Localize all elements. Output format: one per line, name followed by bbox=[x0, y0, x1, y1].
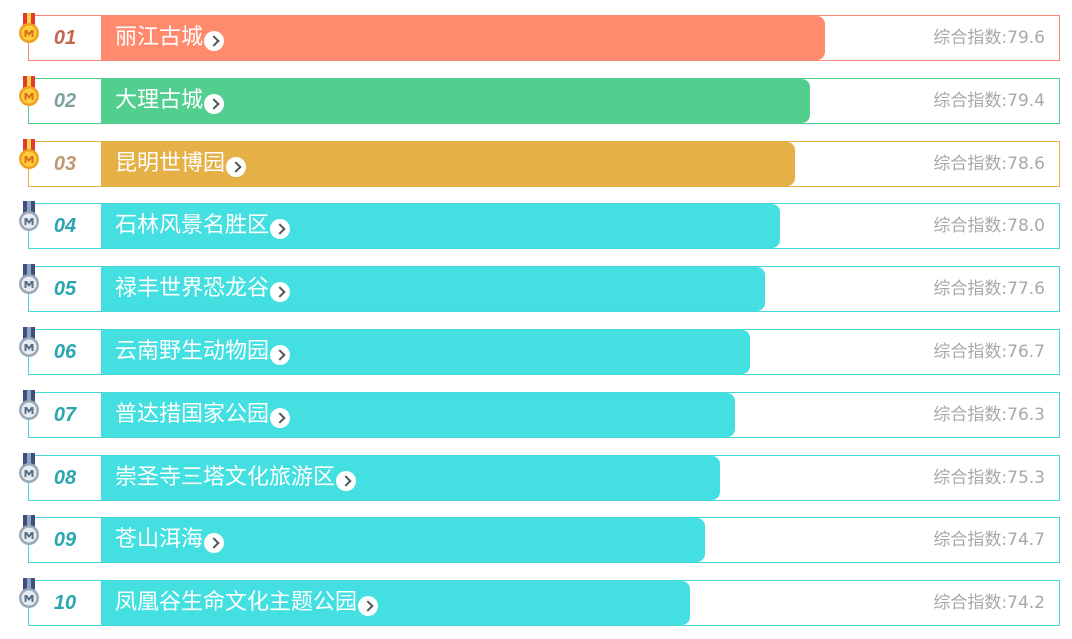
score-text: 综合指数:78.0 bbox=[933, 204, 1045, 248]
attraction-name-link[interactable]: 石林风景名胜区 bbox=[115, 204, 291, 248]
score-label: 综合指数: bbox=[933, 467, 1008, 488]
score-bar bbox=[101, 330, 750, 374]
attraction-name: 石林风景名胜区 bbox=[115, 213, 270, 239]
score-label: 综合指数: bbox=[933, 216, 1008, 237]
score-value: 76.3 bbox=[1007, 404, 1045, 425]
rank-number: 08 bbox=[53, 466, 77, 489]
score-text: 综合指数:74.7 bbox=[933, 518, 1045, 562]
score-text: 综合指数:76.3 bbox=[933, 393, 1045, 437]
ranking-row[interactable]: 06 云南野生动物园 综合指数:76.7 bbox=[19, 327, 1060, 375]
score-label: 综合指数: bbox=[933, 90, 1008, 111]
score-value: 76.7 bbox=[1007, 342, 1045, 362]
score-text: 综合指数:77.6 bbox=[933, 267, 1045, 311]
medal-icon bbox=[17, 75, 41, 108]
medal-icon bbox=[17, 515, 41, 547]
score-value: 79.6 bbox=[1007, 28, 1045, 48]
attraction-name-link[interactable]: 禄丰世界恐龙谷 bbox=[115, 267, 291, 311]
score-label: 综合指数: bbox=[933, 279, 1008, 300]
rank-number: 01 bbox=[53, 27, 77, 49]
attraction-name-link[interactable]: 大理古城 bbox=[115, 79, 225, 123]
chevron-right-icon[interactable] bbox=[270, 345, 291, 365]
rank-number: 02 bbox=[53, 89, 77, 112]
rank-number: 06 bbox=[53, 341, 77, 363]
ranking-row[interactable]: 01 丽江古城 综合指数:79.6 bbox=[19, 13, 1060, 61]
attraction-name-link[interactable]: 丽江古城 bbox=[115, 16, 225, 60]
attraction-name: 普达措国家公园 bbox=[115, 401, 270, 427]
chevron-right-icon[interactable] bbox=[204, 31, 225, 51]
chevron-right-icon[interactable] bbox=[204, 533, 225, 554]
attraction-name: 云南野生动物园 bbox=[115, 339, 270, 364]
medal-icon bbox=[17, 138, 41, 171]
score-bar bbox=[101, 392, 735, 437]
score-value: 78.6 bbox=[1007, 153, 1045, 174]
medal-icon bbox=[17, 389, 41, 422]
chevron-right-icon[interactable] bbox=[270, 219, 291, 240]
medal-icon bbox=[17, 13, 41, 45]
attraction-name: 苍山洱海 bbox=[115, 527, 204, 553]
score-value: 74.2 bbox=[1007, 593, 1045, 614]
rank-number: 04 bbox=[53, 215, 77, 238]
rank-number: 05 bbox=[53, 278, 77, 301]
attraction-name-link[interactable]: 云南野生动物园 bbox=[115, 330, 291, 374]
ranking-row[interactable]: 07 普达措国家公园 综合指数:76.3 bbox=[19, 389, 1060, 438]
score-text: 综合指数:75.3 bbox=[933, 456, 1045, 500]
score-label: 综合指数: bbox=[933, 28, 1008, 48]
attraction-name: 昆明世博园 bbox=[115, 150, 226, 176]
chevron-right-icon[interactable] bbox=[226, 156, 247, 177]
ranking-row[interactable]: 02 大理古城 综合指数:79.4 bbox=[19, 75, 1060, 124]
chevron-right-icon[interactable] bbox=[270, 282, 291, 303]
score-value: 79.4 bbox=[1007, 90, 1045, 111]
score-label: 综合指数: bbox=[933, 530, 1008, 551]
chevron-right-icon[interactable] bbox=[336, 470, 357, 491]
score-label: 综合指数: bbox=[933, 593, 1008, 614]
score-bar bbox=[101, 518, 705, 563]
ranking-row[interactable]: 05 禄丰世界恐龙谷 综合指数:77.6 bbox=[19, 264, 1060, 313]
attraction-name: 崇圣寺三塔文化旅游区 bbox=[115, 464, 336, 490]
rank-number: 07 bbox=[53, 403, 77, 426]
attraction-name: 禄丰世界恐龙谷 bbox=[115, 276, 270, 302]
medal-icon bbox=[17, 452, 41, 485]
chevron-right-icon[interactable] bbox=[270, 407, 291, 428]
medal-icon bbox=[17, 327, 41, 359]
rank-number: 10 bbox=[53, 592, 77, 615]
rank-number: 03 bbox=[53, 152, 77, 175]
score-value: 77.6 bbox=[1007, 279, 1045, 300]
score-value: 74.7 bbox=[1007, 530, 1045, 551]
score-value: 75.3 bbox=[1007, 467, 1045, 488]
score-text: 综合指数:76.7 bbox=[933, 330, 1045, 374]
attraction-name-link[interactable]: 昆明世博园 bbox=[115, 142, 247, 186]
medal-icon bbox=[17, 578, 41, 610]
score-label: 综合指数: bbox=[933, 153, 1008, 174]
score-label: 综合指数: bbox=[933, 342, 1008, 362]
attraction-name: 凤凰谷生命文化主题公园 bbox=[115, 590, 358, 616]
score-text: 综合指数:74.2 bbox=[933, 581, 1045, 625]
rank-number: 09 bbox=[53, 529, 77, 552]
score-text: 综合指数:78.6 bbox=[933, 142, 1045, 186]
attraction-name: 大理古城 bbox=[115, 87, 204, 113]
attraction-name: 丽江古城 bbox=[115, 25, 204, 50]
attraction-name-link[interactable]: 崇圣寺三塔文化旅游区 bbox=[115, 456, 357, 500]
attraction-name-link[interactable]: 凤凰谷生命文化主题公园 bbox=[115, 581, 379, 625]
attraction-name-link[interactable]: 苍山洱海 bbox=[115, 518, 225, 562]
score-bar bbox=[101, 455, 720, 500]
medal-icon bbox=[17, 201, 41, 233]
ranking-row[interactable]: 09 苍山洱海 综合指数:74.7 bbox=[19, 515, 1060, 564]
score-bar bbox=[101, 581, 690, 626]
chevron-right-icon[interactable] bbox=[204, 93, 225, 114]
score-value: 78.0 bbox=[1007, 216, 1045, 237]
score-label: 综合指数: bbox=[933, 404, 1008, 425]
score-bar bbox=[101, 267, 765, 312]
score-bar bbox=[101, 204, 780, 249]
ranking-row[interactable]: 03 昆明世博园 综合指数:78.6 bbox=[19, 138, 1060, 187]
score-text: 综合指数:79.6 bbox=[933, 16, 1045, 60]
medal-icon bbox=[17, 264, 41, 296]
ranking-row[interactable]: 08 崇圣寺三塔文化旅游区 综合指数:75.3 bbox=[19, 452, 1060, 501]
attraction-name-link[interactable]: 普达措国家公园 bbox=[115, 393, 291, 437]
score-text: 综合指数:79.4 bbox=[933, 79, 1045, 123]
ranking-row[interactable]: 04 石林风景名胜区 综合指数:78.0 bbox=[19, 201, 1060, 250]
ranking-row[interactable]: 10 凤凰谷生命文化主题公园 综合指数:74.2 bbox=[19, 578, 1060, 627]
chevron-right-icon[interactable] bbox=[358, 596, 379, 617]
score-bar bbox=[101, 141, 795, 186]
